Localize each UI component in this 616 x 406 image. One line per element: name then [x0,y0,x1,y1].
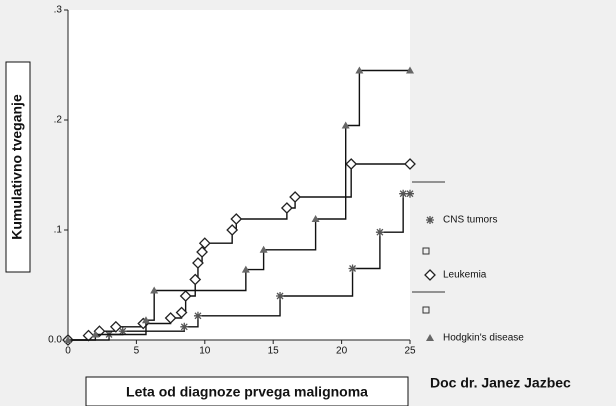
y-axis-label: Kumulativno tveganje [9,94,25,240]
y-tick-label: 0.0 [48,335,62,346]
legend-marker [426,216,434,224]
point [311,215,320,222]
legend-label: CNS tumors [443,215,497,226]
point [118,327,127,336]
point [64,336,72,343]
x-tick-label: 5 [134,346,140,357]
point [109,320,122,333]
point [196,246,208,258]
x-tick-label: 0 [65,346,71,357]
point [259,245,268,253]
legend-censor [422,247,430,255]
point [180,322,189,331]
x-tick-label: 15 [268,346,280,357]
legend-label: Hodgkin's disease [443,333,524,344]
point [341,121,350,129]
point [241,265,250,273]
point [226,224,239,236]
point [164,312,177,324]
point [175,306,188,319]
x-axis-label: Leta od diagnoze prvega malignoma [126,384,368,400]
point [150,286,159,294]
legend-label: Leukemia [443,270,487,281]
y-label-box [5,61,31,273]
author: Doc dr. Janez Jazbec [430,375,571,391]
point [189,273,202,286]
point [406,66,414,74]
legend-marker [424,269,436,281]
y-tick-label: .2 [54,115,63,126]
point [141,316,150,324]
point [375,228,384,237]
point [230,213,243,225]
x-tick-label: 20 [336,346,348,357]
point [193,311,202,320]
x-tick-label: 10 [199,346,211,357]
point [192,257,204,269]
point [289,191,302,203]
point [345,158,358,170]
y-tick-label: .3 [54,5,63,16]
y-tick-label: .1 [54,225,63,236]
point [198,237,211,250]
x-label-box [85,376,409,406]
point [404,158,416,170]
point [399,189,408,198]
legend-censor [422,306,430,314]
point [276,292,285,300]
legend-marker [426,334,434,341]
point [355,66,364,74]
point [348,264,357,273]
point [406,189,414,198]
point [91,330,100,338]
point [280,202,293,214]
point [179,290,192,302]
x-tick-label: 25 [404,346,416,357]
